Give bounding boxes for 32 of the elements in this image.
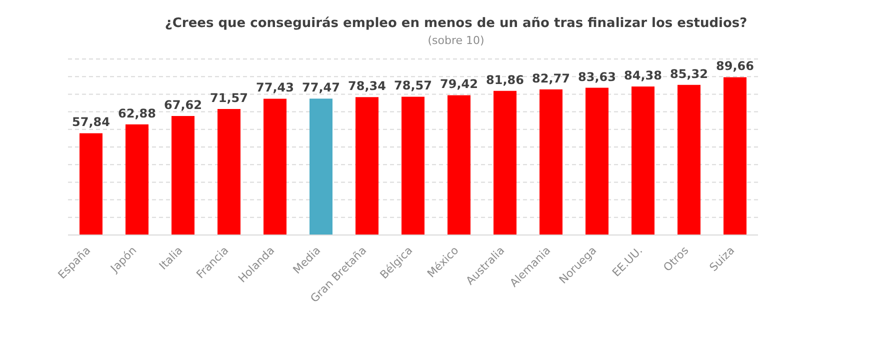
- data-label: 57,84: [72, 115, 110, 130]
- bar: [724, 77, 746, 235]
- bar: [586, 88, 608, 235]
- chart-subtitle: (sobre 10): [426, 34, 486, 47]
- bar: [632, 86, 654, 235]
- data-label: 84,38: [624, 68, 662, 82]
- data-label: 77,43: [256, 80, 294, 95]
- data-label: 85,32: [670, 66, 708, 81]
- data-label: 82,77: [532, 71, 570, 86]
- bar: [356, 97, 378, 235]
- data-label: 78,57: [394, 78, 432, 93]
- bar: [540, 89, 562, 235]
- data-label: 81,86: [486, 72, 524, 87]
- bar: [678, 84, 700, 235]
- bar: [218, 109, 240, 235]
- bar: [172, 116, 194, 235]
- chart-title: ¿Crees que conseguirás empleo en menos de un año tras finalizar los estudios?: [164, 16, 748, 31]
- bar: [448, 95, 470, 235]
- bar: [80, 133, 102, 235]
- data-label: 78,34: [348, 79, 386, 94]
- data-label: 83,63: [578, 70, 616, 84]
- bar: [126, 124, 148, 235]
- bar: [494, 90, 516, 235]
- data-label: 79,42: [440, 77, 478, 92]
- bar: [402, 96, 424, 235]
- data-label: 62,88: [118, 106, 156, 120]
- bar: [264, 98, 286, 235]
- bar: [310, 98, 332, 235]
- data-label: 89,66: [716, 59, 754, 74]
- data-label: 67,62: [164, 98, 202, 112]
- data-label: 71,57: [210, 91, 248, 106]
- data-label: 77,47: [302, 80, 340, 95]
